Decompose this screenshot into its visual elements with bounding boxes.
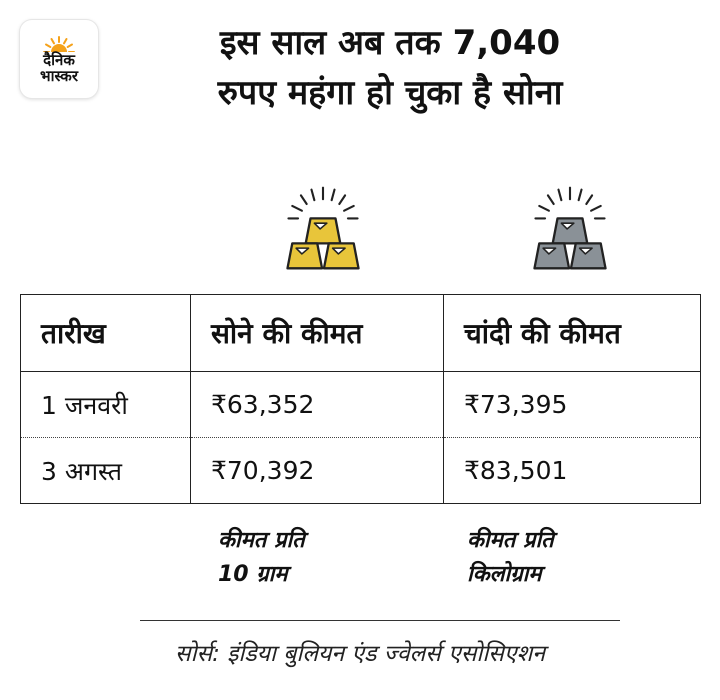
cell-silver-price: ₹73,395 <box>443 371 701 438</box>
header-silver-price: चांदी की कीमत <box>443 294 701 372</box>
gold-unit-note: कीमत प्रति 10 ग्राम <box>218 524 305 592</box>
sun-icon <box>43 36 75 52</box>
cell-silver-price: ₹83,501 <box>443 437 701 504</box>
gold-note-line2: 10 ग्राम <box>218 562 288 587</box>
dainik-bhaskar-logo: दैनिक भास्कर <box>20 20 98 98</box>
header-gold-price: सोने की कीमत <box>190 294 444 372</box>
logo-text-line2: भास्कर <box>40 67 78 85</box>
gold-bars-icon <box>286 186 360 270</box>
headline-line2: रुपए महंगा हो चुका है सोना <box>217 73 563 113</box>
silver-bars-icon <box>533 186 607 270</box>
divider <box>140 620 620 621</box>
header-date: तारीख <box>20 294 191 372</box>
cell-gold-price: ₹63,352 <box>190 371 444 438</box>
logo-text-line1: दैनिक <box>43 51 75 69</box>
silver-unit-note: कीमत प्रति किलोग्राम <box>467 524 554 592</box>
table-header-row: तारीख सोने की कीमत चांदी की कीमत <box>20 294 701 372</box>
gold-note-line1: कीमत प्रति <box>218 528 305 553</box>
table-row: 3 अगस्त ₹70,392 ₹83,501 <box>20 437 701 504</box>
cell-gold-price: ₹70,392 <box>190 437 444 504</box>
silver-note-line1: कीमत प्रति <box>467 528 554 553</box>
cell-date: 3 अगस्त <box>20 437 191 504</box>
cell-date: 1 जनवरी <box>20 371 191 438</box>
headline: इस साल अब तक 7,040 रुपए महंगा हो चुका है… <box>110 18 670 118</box>
table-row: 1 जनवरी ₹63,352 ₹73,395 <box>20 371 701 438</box>
price-table: तारीख सोने की कीमत चांदी की कीमत 1 जनवरी… <box>20 294 701 504</box>
headline-line1: इस साल अब तक 7,040 <box>219 23 561 63</box>
silver-note-line2: किलोग्राम <box>467 562 542 587</box>
source-credit: सोर्स: इंडिया बुलियन एंड ज्वेलर्स एसोसिए… <box>175 641 545 667</box>
